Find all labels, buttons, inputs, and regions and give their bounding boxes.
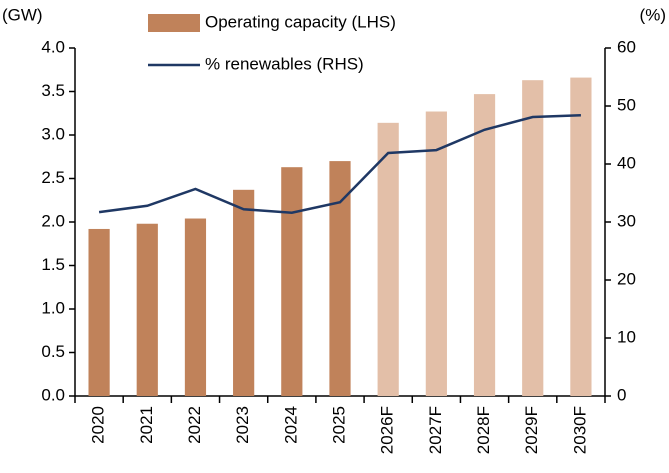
y-tick-label: 0.0	[41, 385, 65, 404]
x-tick-label: 2023	[233, 406, 252, 444]
y2-tick-label: 20	[617, 269, 636, 288]
x-tick-label: 2030F	[570, 406, 589, 454]
x-tick-label: 2026F	[378, 406, 397, 454]
y-tick-label: 0.5	[41, 342, 65, 361]
bar	[233, 189, 255, 396]
y2-tick-label: 0	[617, 385, 626, 404]
bar	[473, 94, 496, 397]
y-tick-label: 2.5	[41, 168, 65, 187]
legend-label: Operating capacity (LHS)	[205, 12, 396, 31]
bar	[377, 122, 399, 396]
bar	[522, 80, 544, 396]
y-tick-label: 1.5	[41, 255, 65, 274]
bar	[136, 223, 158, 396]
x-tick-label: 2022	[185, 406, 204, 444]
x-tick-label: 2028F	[474, 406, 493, 454]
x-tick-label: 2027F	[426, 406, 445, 454]
y2-tick-label: 50	[617, 95, 636, 114]
y-tick-label: 1.0	[41, 298, 65, 317]
x-tick-label: 2029F	[522, 406, 541, 454]
x-tick-label: 2021	[137, 406, 156, 444]
bar	[329, 161, 351, 396]
bar	[570, 77, 592, 396]
x-tick-label: 2020	[89, 406, 108, 444]
bar	[425, 111, 447, 396]
y-tick-label: 3.0	[41, 124, 65, 143]
bar	[88, 228, 110, 396]
y-tick-label: 3.5	[41, 81, 65, 100]
y2-axis-label: (%)	[640, 5, 666, 24]
y2-tick-label: 40	[617, 153, 636, 172]
legend-swatch-bar	[148, 14, 200, 32]
line	[98, 114, 581, 214]
bar	[281, 167, 303, 396]
y-axis-label: (GW)	[2, 5, 43, 24]
x-tick-label: 2024	[281, 406, 300, 444]
legend-label: % renewables (RHS)	[205, 54, 364, 73]
y2-tick-label: 10	[617, 327, 636, 346]
y-tick-label: 2.0	[41, 211, 65, 230]
y2-tick-label: 60	[617, 37, 636, 56]
bar	[184, 218, 207, 396]
y2-tick-label: 30	[617, 211, 636, 230]
x-tick-label: 2025	[329, 406, 348, 444]
y-tick-label: 4.0	[41, 37, 65, 56]
